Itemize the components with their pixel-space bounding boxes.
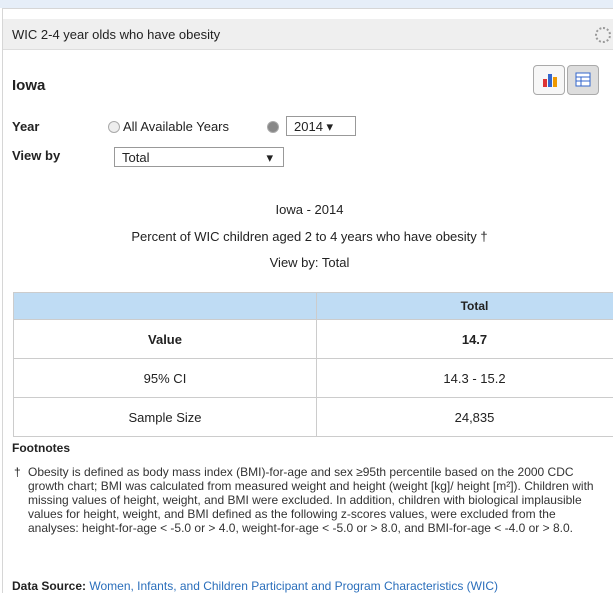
panel-header: WIC 2-4 year olds who have obesity [3,19,613,50]
all-years-option[interactable]: All Available Years [123,119,229,134]
table-subtitle: Percent of WIC children aged 2 to 4 year… [3,229,613,244]
table-icon [568,66,598,94]
cell: 14.3 - 15.2 [317,359,613,398]
data-source: Data Source: Women, Infants, and Childre… [12,579,498,593]
row-label: 95% CI [14,359,317,398]
cell: 14.7 [317,320,613,359]
view-by-value: Total [122,150,149,165]
view-by-select[interactable]: Total▾ [114,147,284,167]
settings-icon[interactable] [595,27,611,43]
footnote-text: Obesity is defined as body mass index (B… [28,465,608,535]
year-select[interactable]: 2014 ▾ [286,116,356,136]
view-by-label: View by [12,148,60,163]
footnote-symbol: † [14,465,21,479]
header-row: Total [14,293,613,320]
cell: 24,835 [317,398,613,437]
top-strip [0,0,613,8]
table-view-by: View by: Total [3,255,613,270]
chart-icon [534,66,564,94]
year-label: Year [12,119,39,134]
header-cell: Total [317,293,613,320]
panel-title: WIC 2-4 year olds who have obesity [12,27,220,42]
footnotes-heading: Footnotes [12,441,70,455]
table-view-button[interactable] [567,65,599,95]
chart-view-button[interactable] [533,65,565,95]
panel: WIC 2-4 year olds who have obesity Iowa … [2,8,613,593]
table-title: Iowa - 2014 [3,202,613,217]
year-radio[interactable] [267,121,279,133]
data-source-link[interactable]: Women, Infants, and Children Participant… [89,579,498,593]
row-label: Value [14,320,317,359]
data-source-label: Data Source: [12,579,86,593]
all-years-radio[interactable] [108,121,120,133]
row-label: Sample Size [14,398,317,437]
header-cell [14,293,317,320]
location: Iowa [12,77,45,94]
year-value: 2014 [294,119,323,134]
